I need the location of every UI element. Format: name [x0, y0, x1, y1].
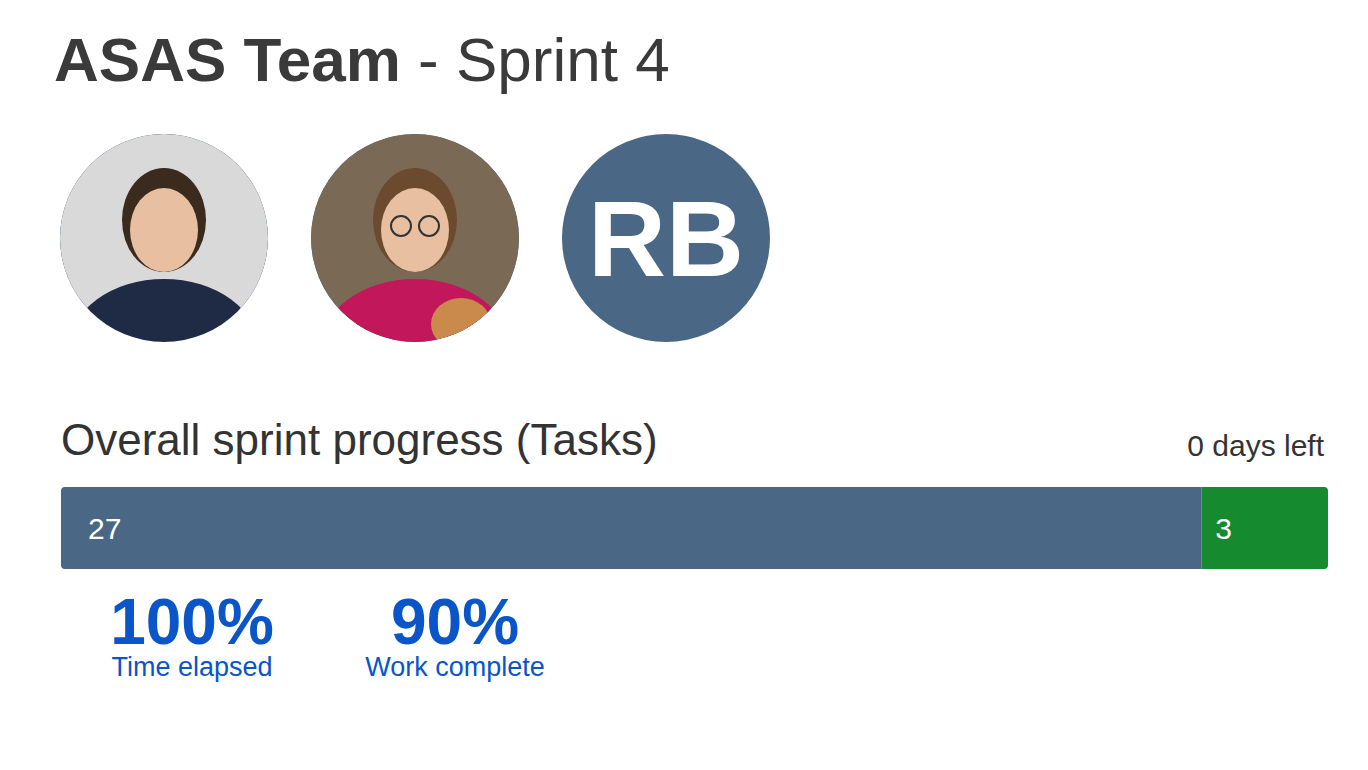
- svg-text:27: 27: [88, 512, 121, 545]
- html-text:0 days left: 0 days left: [1187, 429, 1324, 462]
- html-text:Overall sprint progress (Tasks: Overall sprint progress (Tasks): [61, 415, 658, 464]
- html-text:100%: 100%: [110, 586, 274, 658]
- svg-text:3: 3: [1215, 512, 1232, 545]
- html-text:Work complete: Work complete: [365, 652, 545, 682]
- html-text:90%: 90%: [391, 586, 519, 658]
- html-text:RB: RB: [588, 177, 744, 299]
- html-text:ASAS Team - Sprint 4: ASAS Team - Sprint 4: [54, 25, 670, 94]
- html-text:Time elapsed: Time elapsed: [111, 652, 273, 682]
